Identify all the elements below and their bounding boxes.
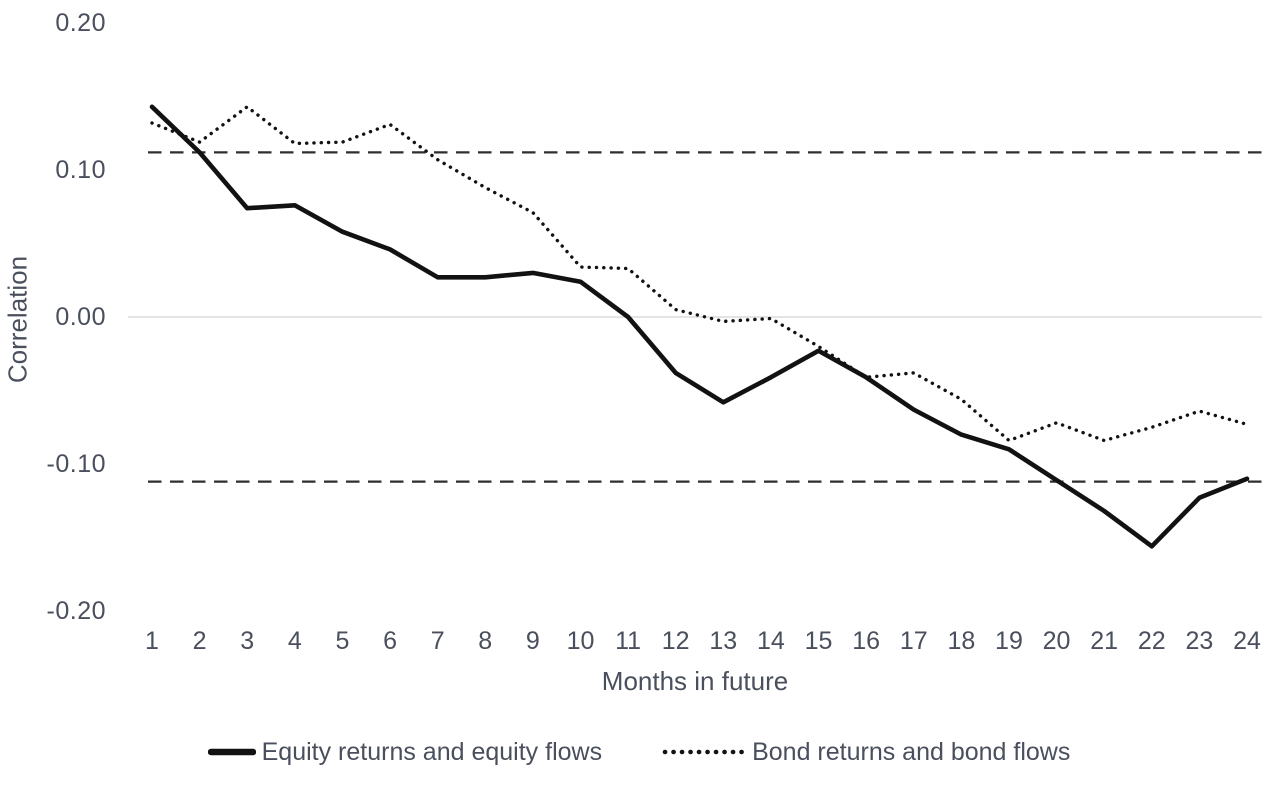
x-axis-tick-label: 10 bbox=[566, 627, 595, 655]
x-axis-tick-label: 17 bbox=[899, 627, 928, 655]
y-axis-tick-label: 0.00 bbox=[55, 303, 106, 331]
x-axis-tick-label: 6 bbox=[383, 627, 397, 655]
x-axis-tick-label: 12 bbox=[661, 627, 690, 655]
x-axis-tick-label: 3 bbox=[240, 627, 255, 655]
y-axis-tick-label: -0.20 bbox=[46, 597, 106, 625]
legend: Equity returns and equity flows Bond ret… bbox=[0, 730, 1278, 774]
x-axis-tick-label: 7 bbox=[430, 627, 445, 655]
y-axis-tick-label: -0.10 bbox=[46, 450, 106, 478]
x-axis-tick-label: 4 bbox=[287, 627, 302, 655]
bond-series-line bbox=[150, 105, 1249, 443]
x-axis-tick-label: 13 bbox=[709, 627, 738, 655]
legend-label-equity: Equity returns and equity flows bbox=[261, 737, 603, 766]
x-axis-tick-label: 16 bbox=[852, 627, 881, 655]
equity-solid-line-swatch bbox=[207, 748, 256, 756]
y-axis-tick-label: 0.10 bbox=[55, 156, 106, 184]
x-axis-tick-label: 21 bbox=[1090, 627, 1119, 655]
x-axis-tick-label: 1 bbox=[145, 627, 159, 655]
x-axis-tick-label: 15 bbox=[804, 627, 833, 655]
x-axis-tick-label: 19 bbox=[995, 627, 1023, 655]
x-axis-tick-label: 18 bbox=[947, 627, 976, 655]
x-axis-title: Months in future bbox=[601, 666, 789, 696]
x-axis-tick-label: 2 bbox=[192, 627, 207, 655]
x-axis-tick-label: 14 bbox=[757, 627, 785, 655]
x-axis-tick-label: 11 bbox=[615, 627, 642, 655]
y-axis-title: Correlation bbox=[2, 255, 33, 384]
bond-dotted-line-swatch bbox=[662, 749, 745, 755]
legend-item-bond: Bond returns and bond flows bbox=[660, 738, 1070, 767]
legend-item-equity: Equity returns and equity flows bbox=[207, 737, 603, 767]
x-axis-tick-label: 9 bbox=[525, 627, 540, 655]
x-axis-tick-label: 20 bbox=[1042, 627, 1071, 655]
x-axis-tick-label: 5 bbox=[335, 627, 350, 655]
legend-label-bond: Bond returns and bond flows bbox=[752, 737, 1071, 766]
x-axis-tick-label: 24 bbox=[1233, 627, 1261, 655]
x-axis-tick-label: 22 bbox=[1137, 627, 1166, 655]
y-axis-tick-label: 0.20 bbox=[55, 9, 106, 37]
x-axis-tick-label: 23 bbox=[1185, 627, 1214, 655]
equity-series-line bbox=[149, 104, 1250, 549]
x-axis-tick-label: 8 bbox=[478, 627, 493, 655]
